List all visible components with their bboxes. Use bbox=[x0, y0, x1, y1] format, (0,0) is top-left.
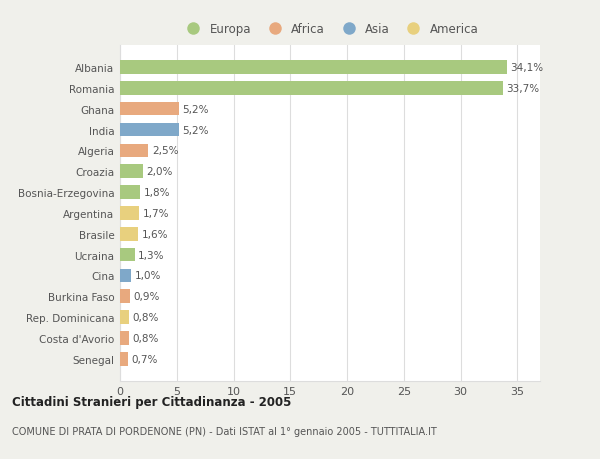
Text: 1,7%: 1,7% bbox=[143, 208, 169, 218]
Bar bbox=[120, 165, 143, 179]
Bar bbox=[120, 207, 139, 220]
Bar bbox=[120, 269, 131, 283]
Text: 1,3%: 1,3% bbox=[138, 250, 164, 260]
Text: 2,0%: 2,0% bbox=[146, 167, 172, 177]
Text: 0,8%: 0,8% bbox=[133, 333, 159, 343]
Bar bbox=[120, 144, 148, 158]
Bar bbox=[120, 228, 138, 241]
Bar bbox=[120, 352, 128, 366]
Bar bbox=[120, 123, 179, 137]
Bar bbox=[120, 82, 503, 95]
Bar bbox=[120, 331, 129, 345]
Text: Cittadini Stranieri per Cittadinanza - 2005: Cittadini Stranieri per Cittadinanza - 2… bbox=[12, 396, 292, 409]
Bar bbox=[120, 103, 179, 116]
Text: 1,0%: 1,0% bbox=[135, 271, 161, 281]
Text: COMUNE DI PRATA DI PORDENONE (PN) - Dati ISTAT al 1° gennaio 2005 - TUTTITALIA.I: COMUNE DI PRATA DI PORDENONE (PN) - Dati… bbox=[12, 426, 437, 436]
Text: 1,8%: 1,8% bbox=[144, 188, 170, 198]
Bar bbox=[120, 290, 130, 303]
Bar bbox=[120, 61, 507, 75]
Bar bbox=[120, 311, 129, 324]
Text: 5,2%: 5,2% bbox=[182, 105, 209, 114]
Text: 0,9%: 0,9% bbox=[134, 291, 160, 302]
Bar bbox=[120, 186, 140, 199]
Legend: Europa, Africa, Asia, America: Europa, Africa, Asia, America bbox=[176, 18, 484, 41]
Text: 5,2%: 5,2% bbox=[182, 125, 209, 135]
Text: 2,5%: 2,5% bbox=[152, 146, 178, 156]
Text: 0,7%: 0,7% bbox=[131, 354, 158, 364]
Text: 33,7%: 33,7% bbox=[506, 84, 539, 94]
Bar bbox=[120, 248, 135, 262]
Text: 34,1%: 34,1% bbox=[511, 63, 544, 73]
Text: 1,6%: 1,6% bbox=[142, 229, 168, 239]
Text: 0,8%: 0,8% bbox=[133, 313, 159, 322]
